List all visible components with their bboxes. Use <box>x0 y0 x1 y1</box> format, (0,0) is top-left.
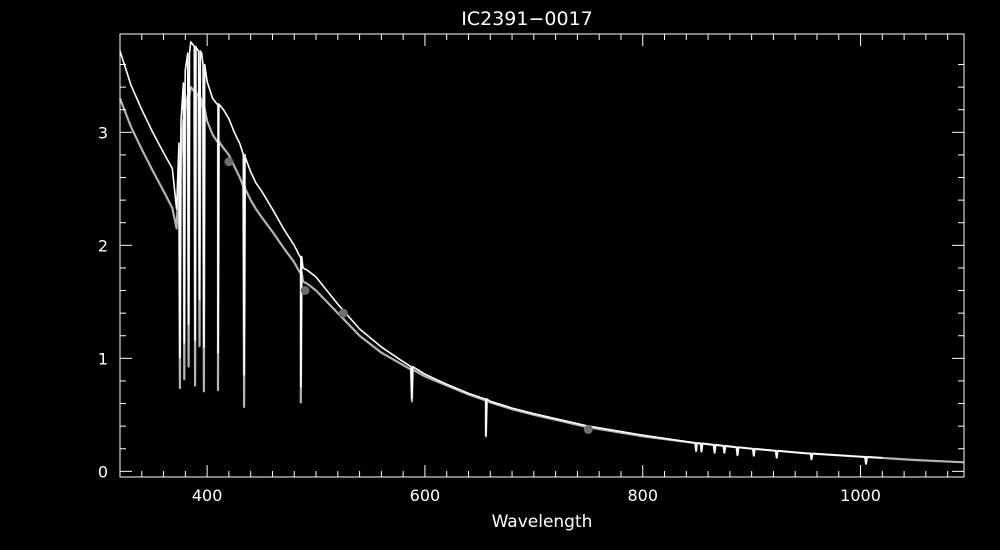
tick-labels-layer: 400 600 800 1000 0 1 2 3 <box>98 123 881 505</box>
y-tick-label: 3 <box>98 123 108 142</box>
x-tick-label: 1000 <box>840 486 881 505</box>
y-tick-label: 0 <box>98 462 108 481</box>
y-tick-label: 1 <box>98 349 108 368</box>
x-axis-label: Wavelength <box>492 512 593 532</box>
spectrum-series-line <box>119 41 883 465</box>
series-layer <box>118 41 965 465</box>
photometry-point <box>583 425 593 434</box>
photometry-point <box>224 157 234 167</box>
y-tick-label: 2 <box>98 236 108 255</box>
x-tick-label: 600 <box>410 486 441 505</box>
plot-frame <box>119 33 965 478</box>
chart-title: IC2391−0017 <box>461 8 593 30</box>
photometry-layer <box>224 157 593 434</box>
ticks-layer <box>120 34 964 477</box>
photometry-point <box>300 286 310 295</box>
photometry-point <box>338 308 348 318</box>
x-tick-label: 400 <box>192 486 223 505</box>
x-tick-label: 800 <box>627 486 658 505</box>
